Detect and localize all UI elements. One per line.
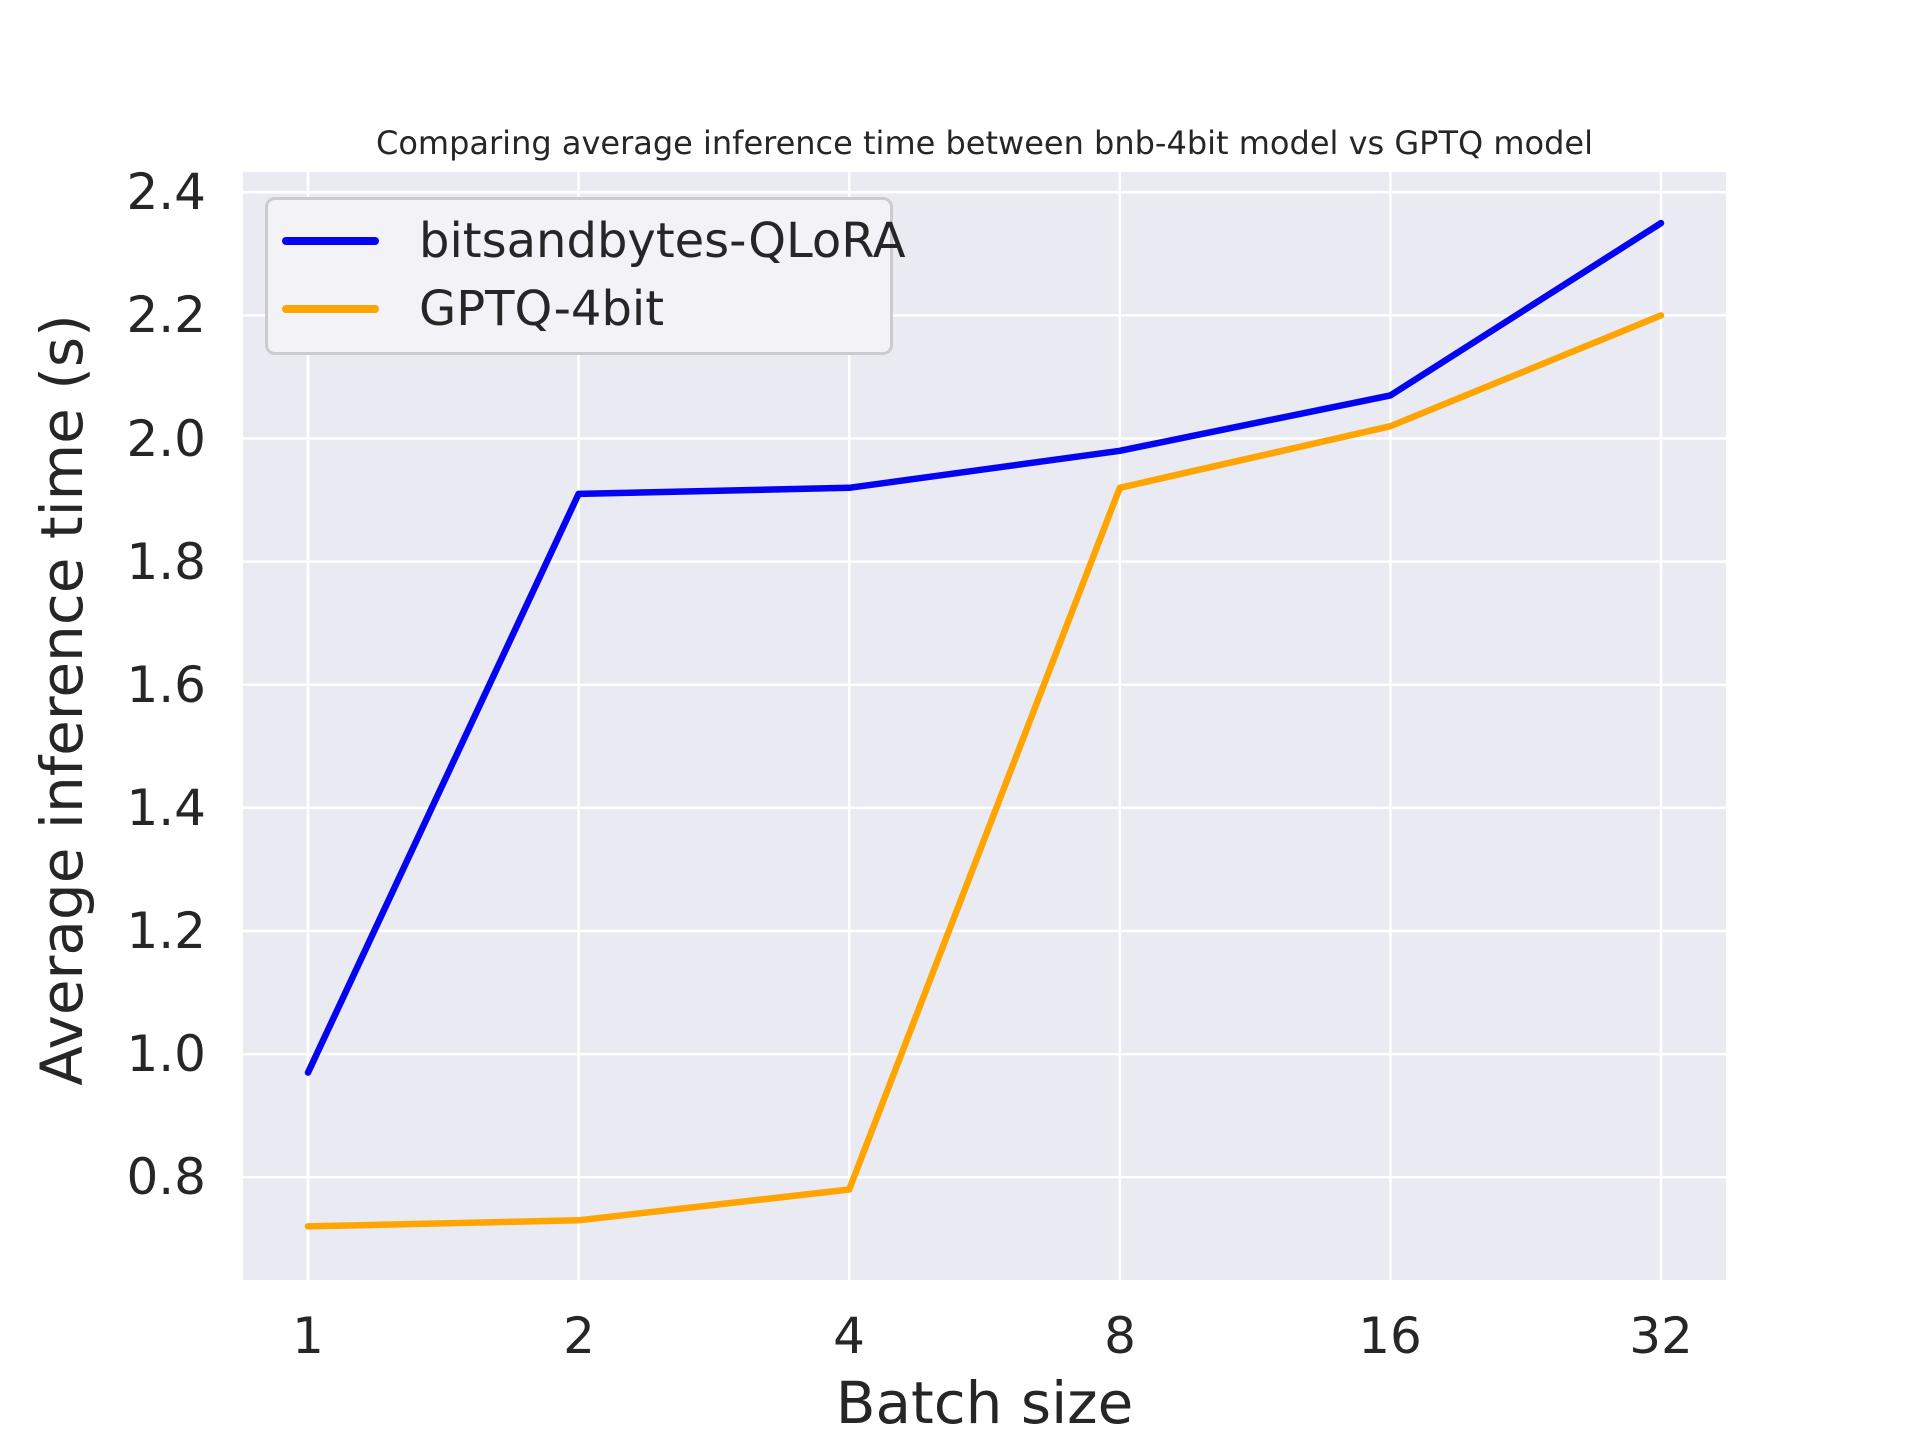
y-tick-label: 0.8 xyxy=(126,1148,206,1206)
legend-line-swatch xyxy=(282,237,379,245)
x-tick-label: 4 xyxy=(833,1307,865,1365)
x-tick-label: 2 xyxy=(563,1307,595,1365)
legend-item: bitsandbytes-QLoRA xyxy=(268,207,906,275)
series-line-GPTQ-4bit xyxy=(304,312,1665,1230)
legend: bitsandbytes-QLoRA GPTQ-4bit xyxy=(265,197,906,355)
x-tick-label: 16 xyxy=(1358,1307,1422,1365)
x-axis-label: Batch size xyxy=(835,1369,1134,1437)
legend-label: GPTQ-4bit xyxy=(419,281,665,337)
y-tick-label: 2.2 xyxy=(126,286,206,344)
chart-title: Comparing average inference time between… xyxy=(376,124,1593,162)
y-tick-label: 2.0 xyxy=(126,410,206,468)
series-line-bitsandbytes-QLoRA xyxy=(304,219,1665,1076)
legend-line-swatch xyxy=(282,305,379,313)
x-tick-label: 8 xyxy=(1104,1307,1136,1365)
plot-area: bitsandbytes-QLoRA GPTQ-4bit xyxy=(243,172,1726,1280)
legend-label: bitsandbytes-QLoRA xyxy=(419,213,906,269)
chart-canvas xyxy=(243,172,1726,1280)
y-tick-label: 1.8 xyxy=(126,533,206,591)
x-tick-label: 1 xyxy=(292,1307,324,1365)
y-tick-label: 1.2 xyxy=(126,902,206,960)
x-tick-label: 32 xyxy=(1629,1307,1693,1365)
y-tick-label: 1.4 xyxy=(126,779,206,837)
y-tick-label: 2.4 xyxy=(126,163,206,221)
y-tick-label: 1.0 xyxy=(126,1025,206,1083)
y-tick-label: 1.6 xyxy=(126,656,206,714)
legend-item: GPTQ-4bit xyxy=(268,275,890,343)
